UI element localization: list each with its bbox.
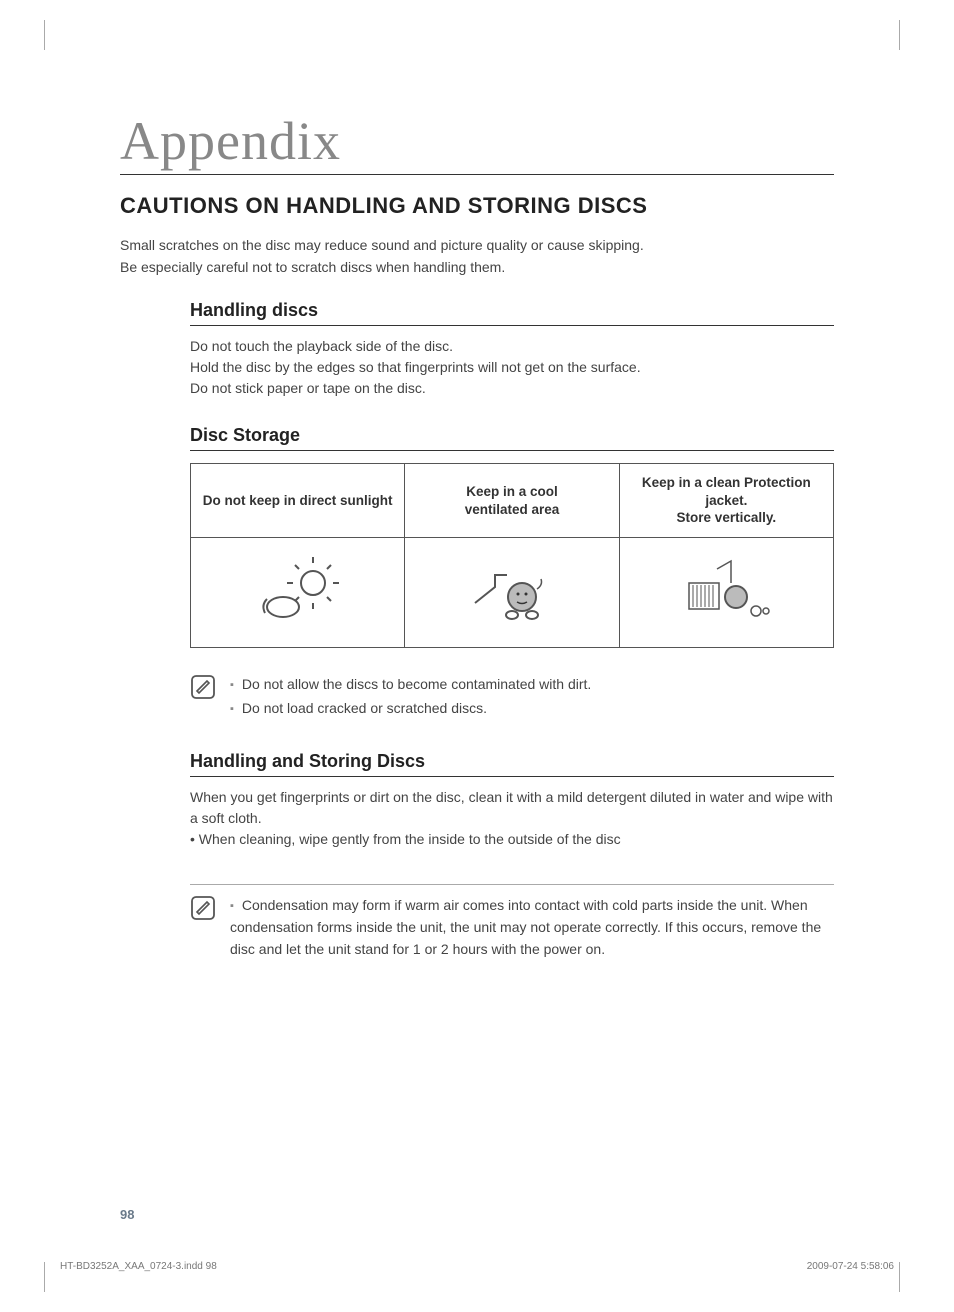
handling-storing-body: When you get fingerprints or dirt on the… <box>190 787 834 850</box>
note-text: Do not load cracked or scratched discs. <box>242 700 487 716</box>
sunlight-illustration-icon <box>253 555 343 625</box>
sub-heading-handling: Handling discs <box>190 300 834 326</box>
manual-page: Appendix CAUTIONS ON HANDLING AND STORIN… <box>0 0 954 1312</box>
hs-bullet-text: When cleaning, wipe gently from the insi… <box>199 831 621 847</box>
ventilated-illustration-icon <box>467 555 557 625</box>
thin-divider <box>190 884 834 885</box>
section-handling-storing: Handling and Storing Discs When you get … <box>190 751 834 850</box>
intro-text: Small scratches on the disc may reduce s… <box>120 235 834 278</box>
note-pencil-icon <box>190 674 220 700</box>
handling-line: Hold the disc by the edges so that finge… <box>190 357 834 378</box>
footer-filename: HT-BD3252A_XAA_0724-3.indd 98 <box>60 1261 217 1272</box>
intro-line: Small scratches on the disc may reduce s… <box>120 235 834 257</box>
jacket-illustration-icon <box>681 555 771 625</box>
table-image-row <box>191 538 834 648</box>
note-text: Do not allow the discs to become contami… <box>242 676 591 692</box>
col-text: Do not keep in direct sunlight <box>203 493 393 508</box>
handling-body: Do not touch the playback side of the di… <box>190 336 834 399</box>
page-number: 98 <box>120 1207 134 1222</box>
crop-mark <box>899 20 900 50</box>
storage-cell <box>405 538 619 648</box>
section-handling-discs: Handling discs Do not touch the playback… <box>190 300 834 399</box>
section-disc-storage: Disc Storage Do not keep in direct sunli… <box>190 425 834 648</box>
note-item: Condensation may form if warm air comes … <box>230 895 834 960</box>
table-header-row: Do not keep in direct sunlight Keep in a… <box>191 464 834 538</box>
crop-mark <box>899 1262 900 1292</box>
storage-col-header: Keep in a clean Protection jacket. Store… <box>619 464 833 538</box>
note-item: Do not load cracked or scratched discs. <box>230 698 834 720</box>
storage-cell <box>619 538 833 648</box>
footer-timestamp: 2009-07-24 5:58:06 <box>807 1261 894 1272</box>
note-item: Do not allow the discs to become contami… <box>230 674 834 696</box>
note-block-condensation: Condensation may form if warm air comes … <box>190 895 834 962</box>
crop-mark <box>44 1262 45 1292</box>
note-pencil-icon <box>190 895 220 921</box>
col-text: Keep in a clean Protection jacket. Store… <box>642 475 811 525</box>
note-list: Condensation may form if warm air comes … <box>230 895 834 962</box>
handling-line: Do not stick paper or tape on the disc. <box>190 378 834 399</box>
main-heading: CAUTIONS ON HANDLING AND STORING DISCS <box>120 193 834 219</box>
storage-col-header: Do not keep in direct sunlight <box>191 464 405 538</box>
sub-heading-storage: Disc Storage <box>190 425 834 451</box>
col-text: Keep in a cool ventilated area <box>465 484 560 517</box>
sub-heading-handling-storing: Handling and Storing Discs <box>190 751 834 777</box>
chapter-title: Appendix <box>120 110 834 175</box>
storage-table: Do not keep in direct sunlight Keep in a… <box>190 463 834 648</box>
hs-bullet: When cleaning, wipe gently from the insi… <box>190 829 834 850</box>
crop-mark <box>44 20 45 50</box>
intro-line: Be especially careful not to scratch dis… <box>120 257 834 279</box>
note-text: Condensation may form if warm air comes … <box>230 897 821 956</box>
hs-para: When you get fingerprints or dirt on the… <box>190 787 834 829</box>
storage-col-header: Keep in a cool ventilated area <box>405 464 619 538</box>
note-list: Do not allow the discs to become contami… <box>230 674 834 721</box>
note-block-storage: Do not allow the discs to become contami… <box>190 674 834 721</box>
storage-cell <box>191 538 405 648</box>
handling-line: Do not touch the playback side of the di… <box>190 336 834 357</box>
